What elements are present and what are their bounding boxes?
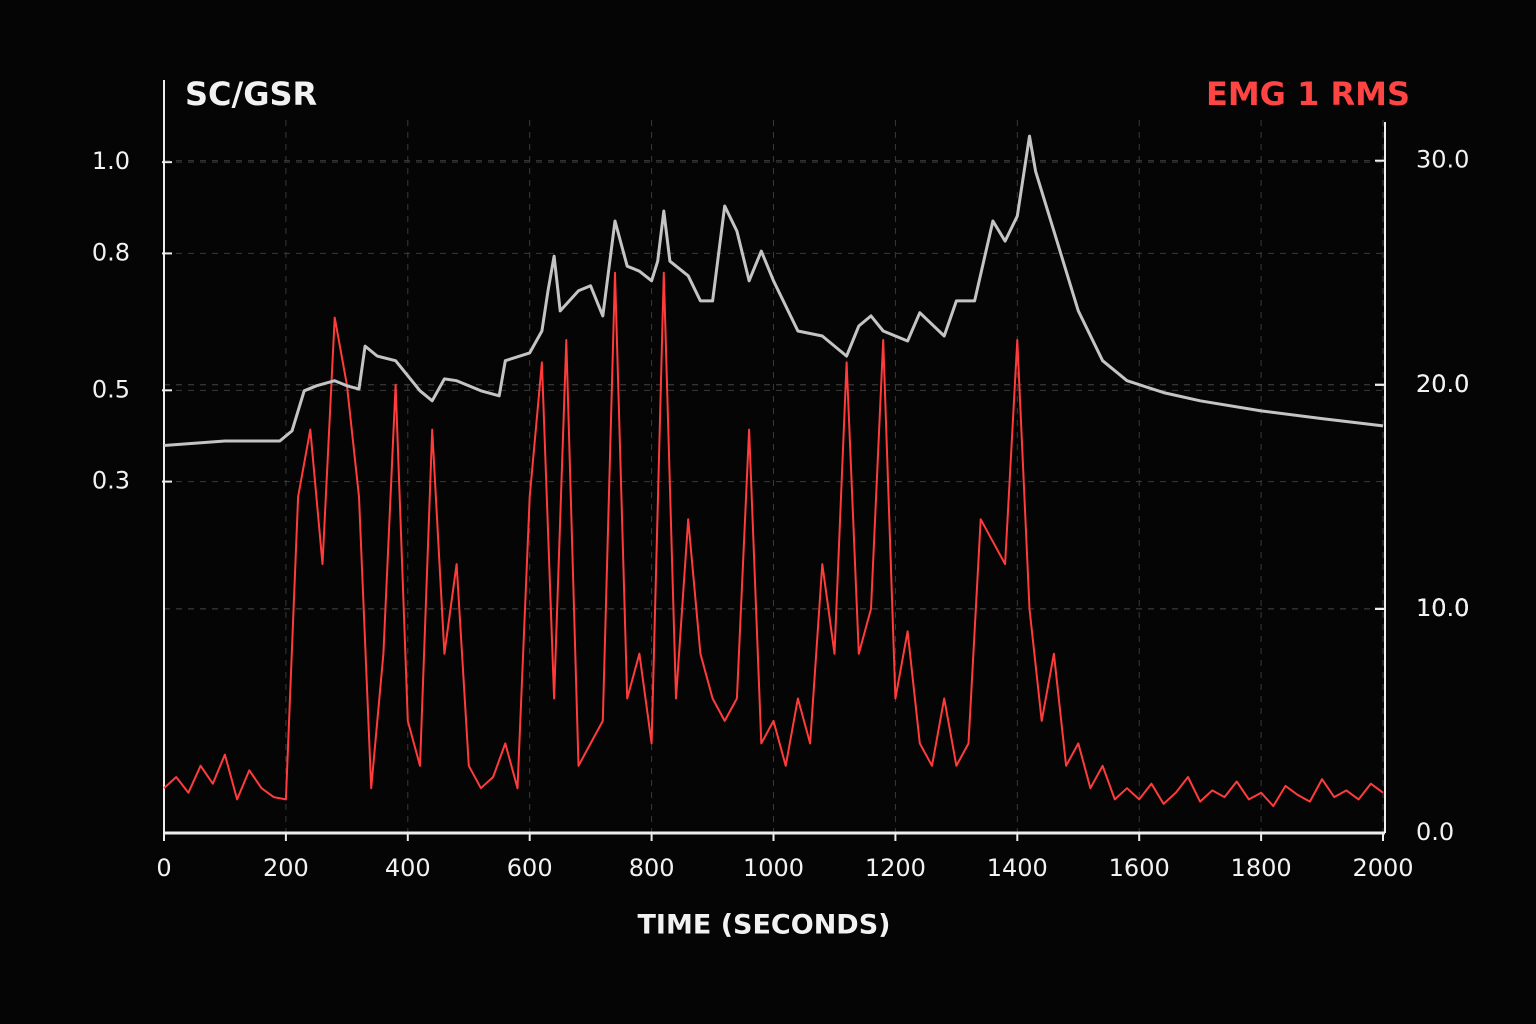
x-tick-label: 2000 — [1352, 854, 1413, 882]
x-tick-label: 0 — [156, 854, 171, 882]
x-tick-label: 1600 — [1109, 854, 1170, 882]
y-tick-label: 1.0 — [92, 147, 130, 175]
x-tick-label: 1000 — [743, 854, 804, 882]
y-tick-label: 0.5 — [92, 375, 130, 403]
x-axis-label: TIME (SECONDS) — [638, 910, 891, 941]
y2-tick-label: 20.0 — [1416, 370, 1469, 398]
series-line — [163, 271, 1384, 808]
x-tick-label: 200 — [263, 854, 309, 882]
x-tick-label: 1200 — [865, 854, 926, 882]
y2-tick-label: 10.0 — [1416, 594, 1469, 622]
chart-title: SC/GSR — [185, 75, 317, 113]
x-tick-label: 400 — [385, 854, 431, 882]
y2-title: EMG 1 RMS — [1206, 75, 1410, 113]
x-tick-label: 1800 — [1231, 854, 1292, 882]
y2-tick-label: 30.0 — [1416, 146, 1469, 174]
y-tick-label: 0.8 — [92, 238, 130, 266]
x-tick-label: 600 — [507, 854, 553, 882]
y2-tick-label: 0.0 — [1416, 818, 1454, 846]
y2-tick-label: 10.0 — [1416, 594, 1469, 622]
x-tick-label: 800 — [629, 854, 675, 882]
x-tick-label: 1400 — [987, 854, 1048, 882]
series-line — [163, 134, 1384, 447]
y2-tick-label: 10.0 — [1416, 594, 1469, 622]
y2-tick-label: 20.0 — [1416, 370, 1469, 398]
y-tick-label: 0.3 — [92, 467, 130, 495]
